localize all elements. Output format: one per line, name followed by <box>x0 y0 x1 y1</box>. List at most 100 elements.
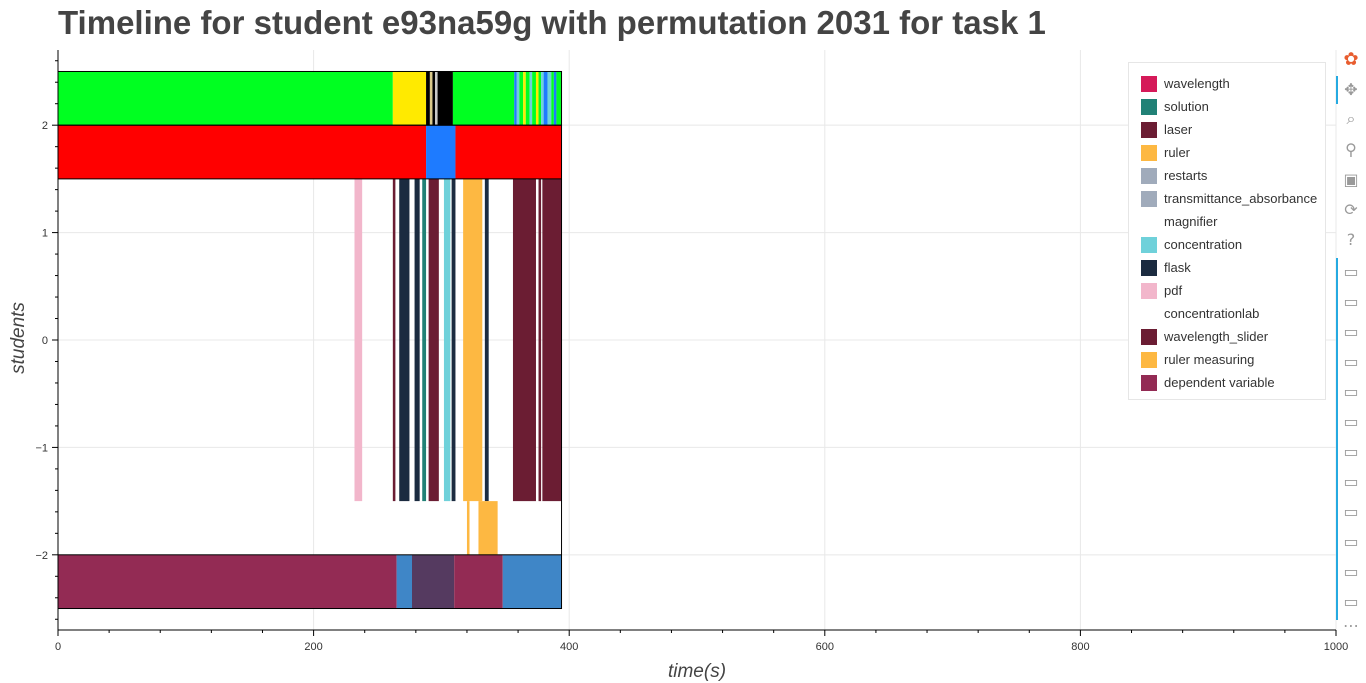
timeline-segment <box>523 71 526 126</box>
hover-icon[interactable]: ▭ <box>1343 441 1359 461</box>
legend-item[interactable]: wavelength_slider <box>1129 325 1325 348</box>
legend-item[interactable]: ruler measuring <box>1129 348 1325 371</box>
legend-item[interactable]: concentration <box>1129 233 1325 256</box>
legend-swatch <box>1141 236 1157 253</box>
active-tool-indicator <box>1336 76 1338 104</box>
legend-label: wavelength_slider <box>1164 329 1269 344</box>
legend-label: restarts <box>1164 168 1208 183</box>
timeline-segment <box>542 178 562 502</box>
timeline-segment <box>451 178 456 502</box>
reset-icon[interactable]: ⟳ <box>1344 199 1358 219</box>
hover-icon[interactable]: ▭ <box>1343 261 1359 281</box>
hover-icon[interactable]: ▭ <box>1343 501 1359 521</box>
chart-title: Timeline for student e93na59g with permu… <box>58 4 1046 41</box>
legend-label: ruler measuring <box>1164 352 1255 367</box>
legend-label: magnifier <box>1164 214 1218 229</box>
wheel-zoom-icon[interactable]: ⚲ <box>1345 139 1357 159</box>
timeline-segment <box>432 71 436 126</box>
hover-icon[interactable]: ▭ <box>1343 351 1359 371</box>
timeline-segment <box>538 178 542 502</box>
timeline-segment <box>478 501 498 555</box>
y-tick-label: −1 <box>35 442 48 454</box>
hover-icon[interactable]: ▭ <box>1343 471 1359 491</box>
timeline-segment <box>463 178 483 502</box>
legend-item[interactable]: concentrationlab <box>1129 302 1325 325</box>
x-tick-label: 600 <box>816 641 834 653</box>
legend-swatch <box>1141 167 1157 184</box>
legend-label: laser <box>1164 122 1193 137</box>
y-tick-label: 2 <box>42 120 48 132</box>
timeline-segment <box>538 71 542 126</box>
timeline-segment <box>58 71 393 126</box>
timeline-segment <box>429 71 433 126</box>
timeline-segment <box>543 71 548 126</box>
timeline-segment <box>435 71 438 126</box>
save-icon[interactable]: ▣ <box>1343 169 1359 189</box>
legend-label: ruler <box>1164 145 1191 160</box>
y-tick-label: 0 <box>42 335 48 347</box>
legend-label: transmittance_absorbance <box>1164 191 1318 206</box>
timeline-segment <box>422 178 427 502</box>
legend-swatch <box>1141 213 1157 230</box>
y-axis-label: students <box>8 302 29 374</box>
x-tick-label: 200 <box>304 641 322 653</box>
timeline-segment <box>426 71 430 126</box>
x-tick-label: 0 <box>55 641 61 653</box>
legend-item[interactable]: pdf <box>1129 279 1325 302</box>
timeline-segment <box>547 71 552 126</box>
hover-icon[interactable]: ▭ <box>1343 291 1359 311</box>
legend-label: pdf <box>1164 283 1183 298</box>
hover-icon[interactable]: ▭ <box>1343 411 1359 431</box>
hover-icon[interactable]: ▭ <box>1343 561 1359 581</box>
hover-icon[interactable]: ▭ <box>1343 531 1359 551</box>
legend-item[interactable]: dependent variable <box>1129 371 1325 394</box>
hover-icon[interactable]: ▭ <box>1343 591 1359 611</box>
legend-item[interactable]: wavelength <box>1129 72 1325 95</box>
legend-swatch <box>1141 259 1157 276</box>
timeline-segment <box>535 71 539 126</box>
timeline-segment <box>399 178 410 502</box>
timeline-segment <box>556 71 562 126</box>
legend-swatch <box>1141 328 1157 345</box>
active-tool-indicator <box>1336 258 1338 620</box>
more-icon[interactable]: ⋯ <box>1343 615 1359 635</box>
legend-item[interactable]: ruler <box>1129 141 1325 164</box>
legend-label: dependent variable <box>1164 375 1275 390</box>
legend-item[interactable]: flask <box>1129 256 1325 279</box>
legend-label: concentrationlab <box>1164 306 1260 321</box>
timeline-segment <box>514 71 517 126</box>
hover-icon[interactable]: ▭ <box>1343 321 1359 341</box>
legend-swatch <box>1141 305 1157 322</box>
bokeh-logo-icon[interactable]: ✿ <box>1343 48 1359 70</box>
timeline-segment <box>354 178 363 502</box>
timeline-segment <box>466 501 470 555</box>
x-tick-label: 1000 <box>1324 641 1348 653</box>
legend-item[interactable]: laser <box>1129 118 1325 141</box>
x-axis-label: time(s) <box>668 661 726 682</box>
y-tick-label: 1 <box>42 228 48 240</box>
help-icon[interactable]: ? <box>1346 229 1356 249</box>
timeline-segment <box>392 178 396 502</box>
timeline-segment <box>426 125 456 179</box>
timeline-segment <box>414 178 420 502</box>
timeline-segment <box>519 71 524 126</box>
legend-item[interactable]: transmittance_absorbance <box>1129 187 1325 210</box>
timeline-segment <box>452 71 515 126</box>
box-zoom-icon[interactable]: ⌕ <box>1346 109 1356 128</box>
timeline-segment <box>437 71 453 126</box>
legend-item[interactable]: restarts <box>1129 164 1325 187</box>
timeline-segment <box>58 125 427 179</box>
timeline-segment <box>454 554 503 609</box>
legend-item[interactable]: magnifier <box>1129 210 1325 233</box>
hover-icon[interactable]: ▭ <box>1343 381 1359 401</box>
legend-swatch <box>1141 374 1157 391</box>
pan-icon[interactable]: ✥ <box>1344 79 1358 99</box>
legend: wavelength solution laser ruler restarts tran… <box>1128 62 1326 400</box>
legend-label: wavelength <box>1164 76 1230 91</box>
y-tick-label: −2 <box>35 550 48 562</box>
timeline-segment <box>412 554 455 609</box>
legend-item[interactable]: solution <box>1129 95 1325 118</box>
x-tick-label: 800 <box>1071 641 1089 653</box>
legend-swatch <box>1141 75 1157 92</box>
